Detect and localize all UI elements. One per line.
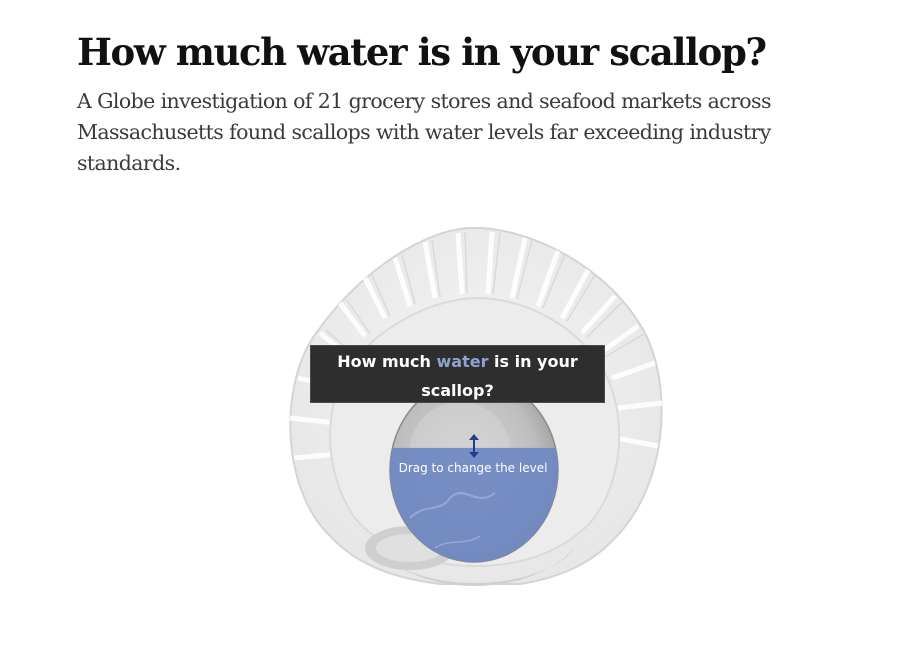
scallop-interactive[interactable]: How much water is in your scallop? Drag …: [260, 218, 680, 610]
shell-ridge-shadows: [325, 231, 645, 358]
question-text-pre: How much: [337, 352, 437, 371]
scallop-shell-illustration: [289, 226, 663, 586]
shell-ridges: [289, 231, 663, 461]
question-text-post: is in your scallop?: [421, 352, 578, 400]
question-overlay: How much water is in your scallop?: [310, 345, 605, 403]
question-text-accent: water: [436, 352, 489, 371]
headline: How much water is in your scallop?: [77, 30, 767, 74]
drag-hint-label: Drag to change the level: [398, 461, 548, 475]
article-dek: A Globe investigation of 21 grocery stor…: [77, 89, 771, 175]
drag-handle-icon[interactable]: [466, 432, 482, 460]
